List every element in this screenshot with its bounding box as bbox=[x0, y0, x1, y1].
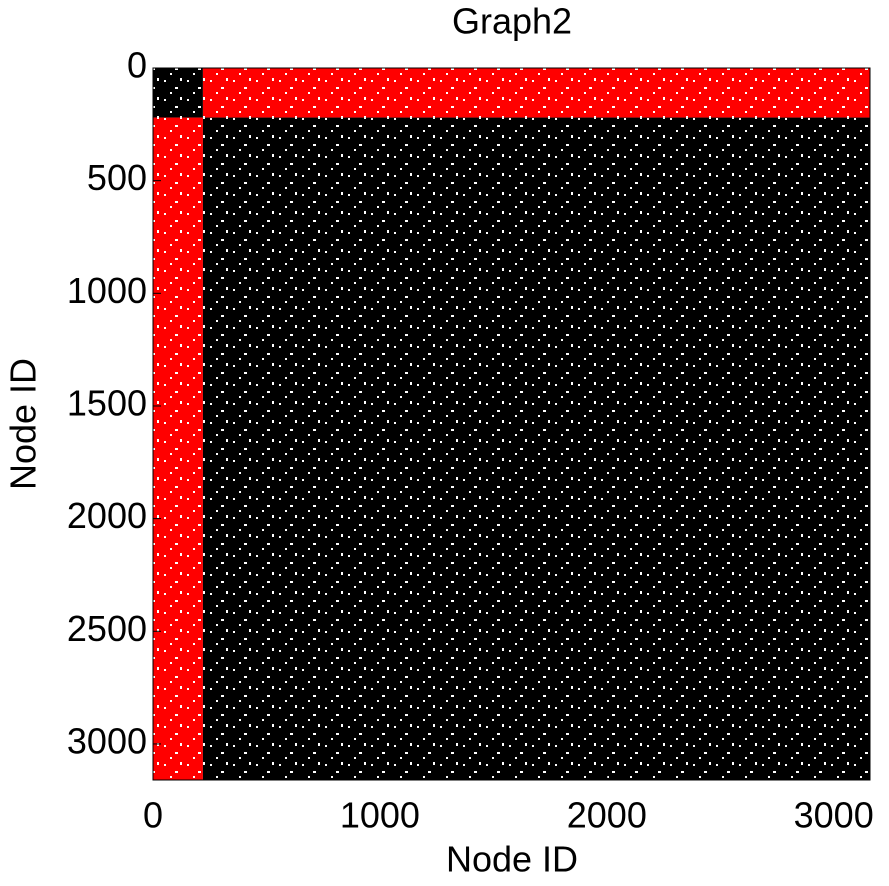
y-tick-label: 1000 bbox=[67, 270, 147, 311]
y-axis-label: Node ID bbox=[3, 358, 44, 490]
y-tick-label: 3000 bbox=[67, 720, 147, 761]
x-tick-label: 3000 bbox=[794, 795, 874, 836]
speckle-texture bbox=[202, 68, 870, 118]
y-tick-label: 0 bbox=[127, 45, 147, 86]
speckle-texture bbox=[153, 68, 203, 118]
y-tick-label: 2000 bbox=[67, 495, 147, 536]
x-tick-label: 2000 bbox=[567, 795, 647, 836]
plot-frame bbox=[152, 67, 871, 781]
chart-title: Graph2 bbox=[452, 1, 572, 42]
y-tick-label: 2500 bbox=[67, 608, 147, 649]
speckle-texture bbox=[202, 117, 870, 780]
y-tick-label: 500 bbox=[87, 157, 147, 198]
x-axis-label: Node ID bbox=[446, 839, 578, 880]
speckle-texture bbox=[153, 117, 203, 780]
x-tick-label: 1000 bbox=[340, 795, 420, 836]
y-tick-label: 1500 bbox=[67, 382, 147, 423]
x-tick-label: 0 bbox=[143, 795, 163, 836]
